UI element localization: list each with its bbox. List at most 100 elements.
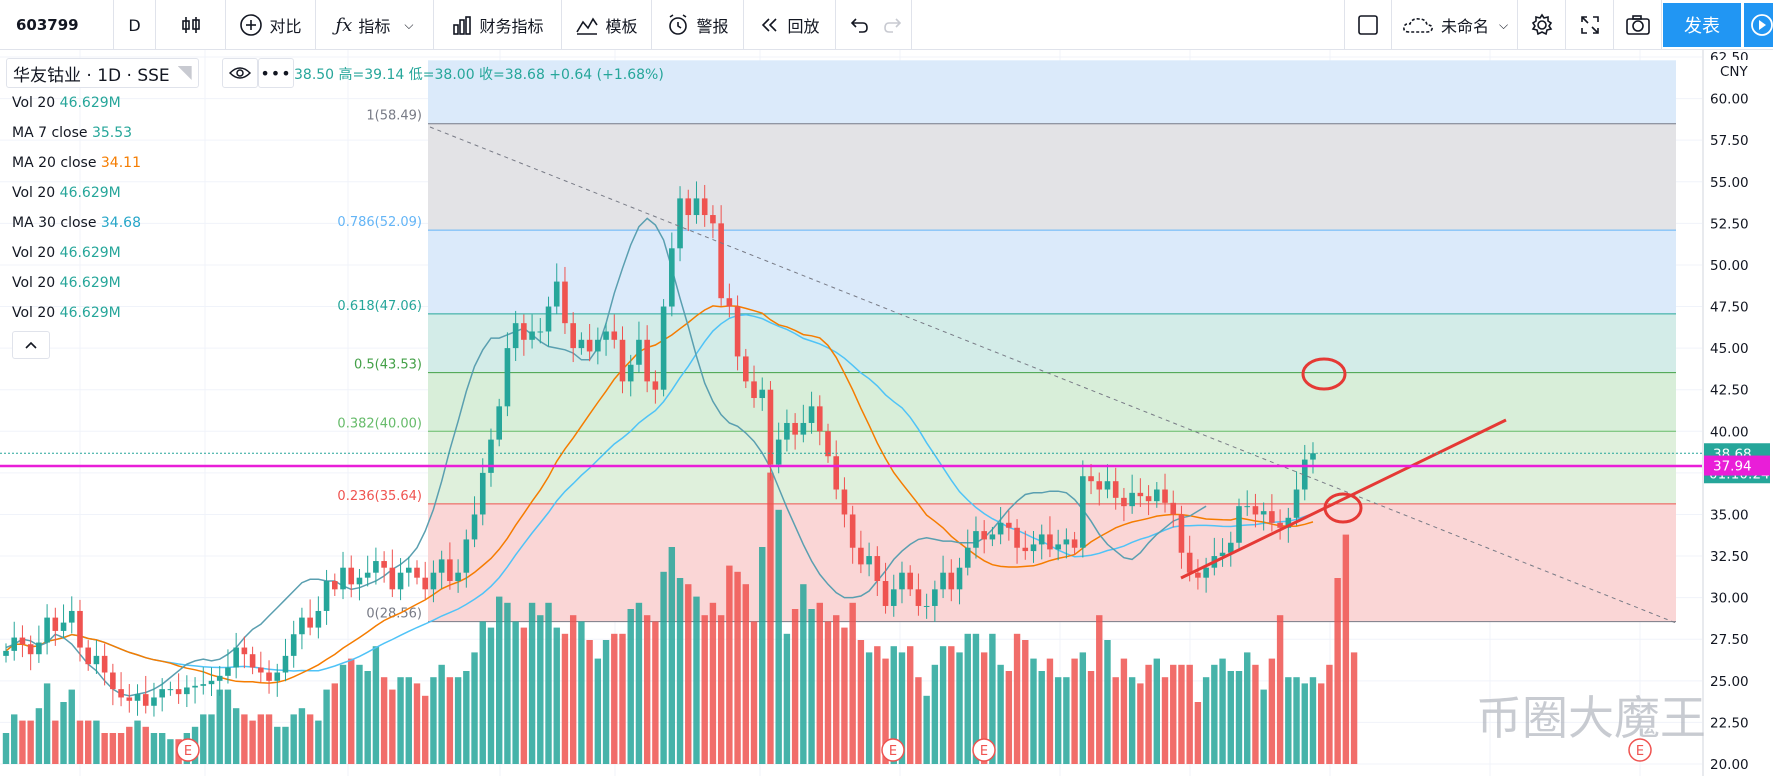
legend-row[interactable]: Vol 20 46.629M: [12, 95, 121, 111]
legend-label: Vol 20: [12, 95, 60, 111]
volume-bar: [454, 677, 462, 764]
volume-bar: [150, 733, 158, 764]
more-options-button[interactable]: •••: [258, 58, 294, 88]
ma20-line: [5, 305, 1314, 684]
collapse-legend-button[interactable]: [12, 331, 50, 359]
undo-button[interactable]: [840, 0, 876, 50]
volume-bar: [528, 602, 536, 764]
volume-bar: [833, 615, 840, 764]
volume-bar: [882, 658, 889, 764]
candle-body: [932, 589, 938, 606]
candle-body: [816, 406, 823, 432]
volume-bar: [512, 621, 519, 764]
candle-body: [734, 306, 741, 357]
price-tick-label: 50.00: [1710, 258, 1749, 274]
replay-button[interactable]: 回放: [744, 0, 836, 50]
circle-marker-upper[interactable]: [1301, 357, 1347, 391]
interval-button[interactable]: D: [114, 0, 156, 50]
fib-retracement[interactable]: 1(58.49) 0.786(52.09) 0.618(47.06) 0.5(43.5…: [337, 109, 1676, 623]
candle-body: [537, 331, 544, 333]
chevron-up-icon: [25, 341, 37, 349]
volume-bar: [578, 621, 585, 764]
publish-button[interactable]: 发表: [1663, 3, 1741, 47]
financials-button[interactable]: 财务指标: [434, 0, 562, 50]
candle-body: [397, 572, 404, 590]
snapshot-button[interactable]: [1614, 0, 1662, 50]
candle-body: [167, 689, 174, 691]
fullscreen-button[interactable]: [1566, 0, 1614, 50]
top-toolbar: 603799 D 对比 ƒx 指标 ⌵ 财务指标 模板 警报 回放 未命名 ⌵: [0, 0, 1773, 50]
volume-bar: [76, 720, 84, 764]
replay-label: 回放: [787, 17, 820, 36]
legend-row[interactable]: Vol 20 46.629M: [12, 245, 121, 261]
candle-body: [562, 281, 568, 324]
candle-body: [44, 617, 50, 643]
watermark-text: 币圈大魔王: [1476, 691, 1706, 745]
fib-level-label: 0(28.56): [366, 607, 422, 622]
candle-body: [611, 331, 618, 340]
price-tick-label: 42.50: [1710, 383, 1749, 399]
candle-body: [1071, 539, 1078, 548]
symbol-search-button[interactable]: 603799: [0, 0, 114, 50]
visibility-button[interactable]: [222, 58, 258, 88]
legend-row[interactable]: Vol 20 46.629M: [12, 185, 121, 201]
settings-button[interactable]: [1518, 0, 1566, 50]
volume-bar: [380, 677, 388, 764]
volume-bar: [2, 733, 10, 764]
layout-button[interactable]: [1344, 0, 1392, 50]
candle-body: [1047, 534, 1053, 550]
legend-row[interactable]: MA 30 close 34.68: [12, 215, 141, 231]
volume-bar: [956, 652, 963, 764]
templates-button[interactable]: 模板: [562, 0, 652, 50]
price-chart[interactable]: 1(58.49) 0.786(52.09) 0.618(47.06) 0.5(43.5…: [0, 50, 1773, 776]
volume-bar: [808, 609, 815, 764]
volume-bar: [348, 658, 355, 764]
candle-body: [233, 647, 239, 668]
candle-body: [652, 381, 659, 390]
candle-body: [1022, 547, 1029, 552]
legend-row[interactable]: Vol 20 46.629M: [12, 275, 121, 291]
candle-body: [249, 654, 256, 668]
candle-body: [964, 547, 971, 568]
candle-body: [1145, 496, 1152, 502]
candle-body: [529, 331, 535, 340]
legend-label: Vol 20: [12, 185, 60, 201]
legend-value: 34.11: [100, 155, 141, 171]
circle-marker-lower[interactable]: [1323, 492, 1363, 524]
drawings[interactable]: [429, 126, 1677, 624]
legend-label: MA 7 close: [12, 125, 92, 141]
price-tick-label: 47.50: [1710, 300, 1749, 316]
candle-body: [808, 406, 815, 423]
volume-bar: [1202, 677, 1210, 764]
candle-body: [389, 567, 396, 590]
candle-body: [348, 567, 355, 585]
volume-bar: [438, 664, 445, 764]
legend-row[interactable]: MA 20 close 34.11: [12, 155, 141, 171]
candle-body: [373, 561, 379, 573]
play-button[interactable]: [1744, 3, 1773, 47]
alert-button[interactable]: 警报: [652, 0, 744, 50]
volume-bar: [668, 547, 676, 764]
candle-body: [570, 323, 576, 349]
legend-value: 46.629M: [59, 245, 121, 261]
volume-bar: [594, 658, 602, 764]
legend-row[interactable]: MA 7 close 35.53: [12, 125, 132, 141]
candle-body: [364, 572, 371, 578]
symbol-header[interactable]: 华友钴业 · 1D · SSE: [6, 58, 199, 88]
candle-body: [381, 561, 387, 568]
candle-body: [1121, 497, 1127, 507]
volume-bar: [1235, 671, 1243, 764]
earnings-marker-label: E: [889, 744, 897, 759]
volume-bar: [890, 646, 897, 764]
chart-style-button[interactable]: [156, 0, 226, 50]
candle-body: [1236, 506, 1242, 543]
price-axis[interactable]: 62.5060.0057.5055.0052.5050.0047.5045.00…: [1702, 50, 1773, 776]
redo-button[interactable]: [876, 0, 912, 50]
legend-row[interactable]: Vol 20 46.629M: [12, 305, 121, 321]
volume-bar: [208, 714, 215, 764]
layout-name-button[interactable]: 未命名 ⌵: [1392, 0, 1518, 50]
trend-line-red[interactable]: [1180, 418, 1507, 580]
indicators-button[interactable]: ƒx 指标 ⌵: [316, 0, 434, 50]
candle-body: [521, 323, 527, 340]
compare-button[interactable]: 对比: [226, 0, 316, 50]
